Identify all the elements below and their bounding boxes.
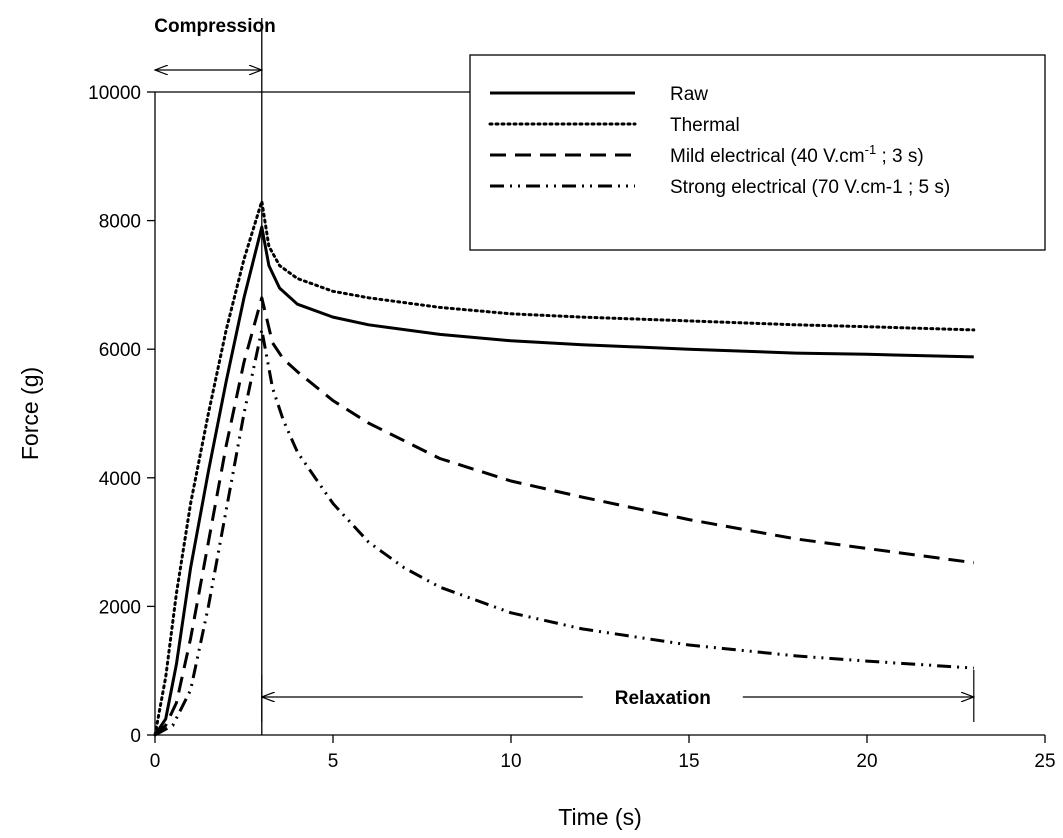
- legend-label-3: Mild electrical (40 V.cm-1 ; 3 s): [670, 142, 924, 167]
- x-tick-label: 20: [856, 751, 877, 772]
- legend: Raw Thermal Mild electrical (40 V.cm-1 ; 3…: [469, 54, 1046, 251]
- legend-box: [469, 54, 1046, 251]
- x-tick-label: 25: [1034, 751, 1055, 772]
- legend-label-1: Raw: [670, 84, 708, 105]
- series-layer: [153, 199, 976, 737]
- series-line-3: [153, 296, 974, 737]
- relaxation-label: Relaxation: [615, 688, 711, 709]
- y-axis-title: Force (g): [17, 367, 43, 460]
- x-tick-label: 5: [328, 751, 339, 772]
- x-axis-title: Time (s): [558, 804, 641, 830]
- annotations: Compression Relaxation: [154, 16, 974, 735]
- x-tick-label: 15: [678, 751, 699, 772]
- legend-label-4: Strong electrical (70 V.cm-1 ; 5 s): [670, 177, 950, 198]
- compression-label: Compression: [154, 16, 275, 37]
- y-tick-label: 10000: [88, 83, 141, 104]
- y-tick-label: 2000: [99, 597, 141, 618]
- series-line-4: [154, 328, 974, 737]
- series-line-2: [153, 199, 976, 737]
- y-tick-label: 8000: [99, 212, 141, 233]
- x-tick-label: 10: [500, 751, 521, 772]
- legend-label-2: Thermal: [670, 115, 740, 136]
- y-tick-label: 4000: [99, 469, 141, 490]
- y-tick-label: 6000: [99, 340, 141, 361]
- x-tick-label: 0: [150, 751, 161, 772]
- series-line-1: [153, 225, 974, 736]
- y-tick-label: 0: [130, 726, 141, 747]
- axes: 0 5 10 15 20 25 0 2000 4000 6000 8000 10000 Time (s)…: [17, 83, 1056, 830]
